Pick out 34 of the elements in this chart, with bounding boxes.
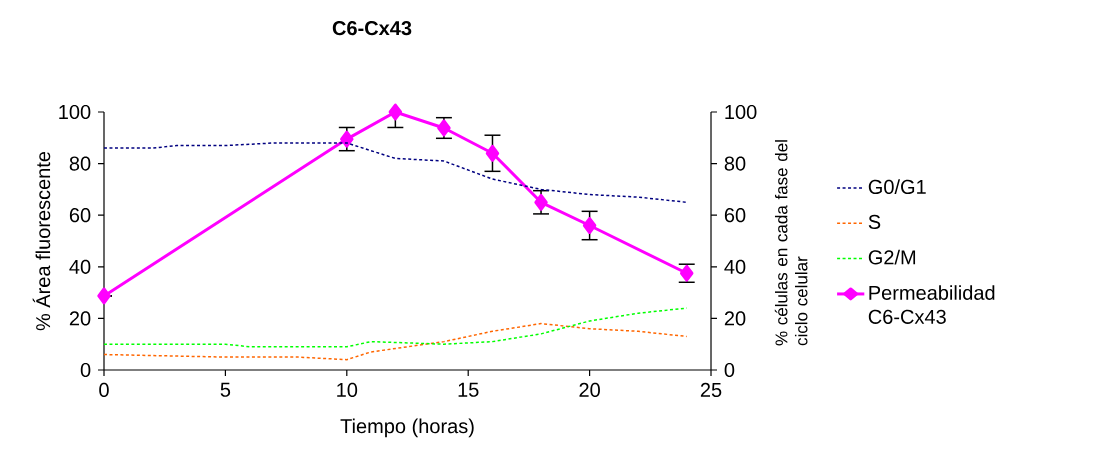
line-series [104,322,688,361]
legend-label: G0/G1 [868,179,926,194]
point [340,130,354,148]
y2-tick-label: 60 [724,208,746,223]
point [582,217,597,234]
x-axis-title: Tiempo (horas) [340,418,474,438]
y2-tick-label: 0 [724,362,735,378]
x-tick-label: 0 [99,382,109,398]
chart-title: C6-Cx43 [332,21,412,36]
x-tick-label: 25 [700,382,722,398]
legend-label: S [868,214,881,229]
y-axis-title: % Área fluorescente [32,151,51,331]
y-tick-label: 80 [69,156,91,171]
x-tick-label: 5 [220,382,231,397]
x-tick-label: 15 [458,382,479,397]
y2-axis-title: % células en cada fase del ciclo celular [774,140,808,346]
x-tick-label: 20 [579,382,600,398]
y2-tick-label: 20 [724,311,746,326]
line-series [104,307,688,348]
y2-tick-label: 80 [724,156,746,171]
point [485,144,500,162]
legend-label: G2/M [868,249,916,265]
point [534,193,548,211]
point [388,103,403,121]
legend-label: Permeabilidad C6-Cx43 [868,285,995,324]
y-tick-label: 40 [69,259,91,274]
y2-tick-label: 40 [724,259,746,274]
y-tick-label: 0 [80,362,91,378]
point [97,287,111,305]
y-tick-label: 100 [59,104,91,120]
y-tick-label: 60 [69,208,91,223]
y2-tick-label: 100 [725,104,757,120]
y-tick-label: 20 [69,311,91,326]
x-tick-label: 10 [337,382,358,398]
